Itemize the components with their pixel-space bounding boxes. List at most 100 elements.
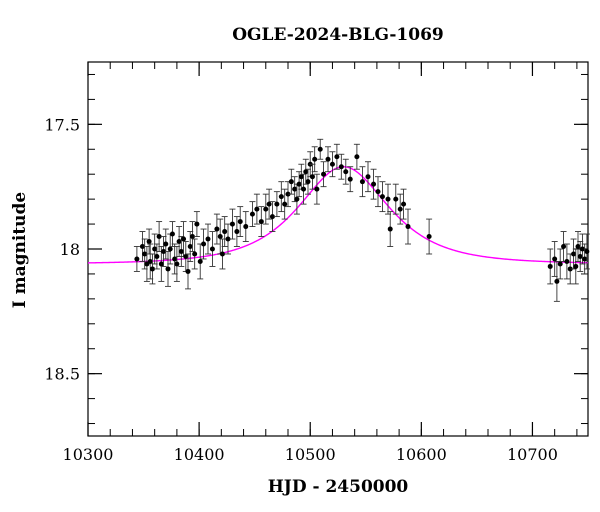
point-marker [401, 201, 407, 207]
point-marker [183, 253, 189, 259]
point-marker [552, 256, 558, 262]
model-curve [87, 166, 589, 264]
point-marker [269, 214, 275, 220]
point-marker [201, 241, 207, 247]
data-point [225, 223, 231, 255]
point-marker [169, 231, 175, 237]
data-point [338, 153, 345, 180]
point-marker [229, 221, 235, 227]
point-marker [243, 224, 249, 230]
point-marker [176, 239, 182, 245]
data-point [385, 183, 391, 215]
x-tick-label: 10400 [174, 445, 225, 464]
point-marker [579, 246, 585, 252]
point-marker [567, 266, 573, 272]
point-marker [258, 219, 264, 225]
point-marker [167, 246, 173, 252]
point-marker [573, 263, 579, 269]
data-point [266, 188, 273, 220]
data-point [426, 218, 433, 255]
point-marker [397, 206, 403, 212]
data-point [342, 158, 349, 185]
data-point [392, 183, 399, 215]
data-point [233, 216, 240, 247]
point-marker [134, 256, 140, 262]
point-marker [371, 181, 377, 187]
point-marker [575, 244, 581, 250]
point-marker [225, 236, 231, 242]
data-point [311, 146, 318, 173]
data-point [320, 161, 327, 188]
data-point [557, 248, 564, 280]
data-point [400, 188, 407, 220]
point-marker [312, 156, 318, 162]
data-point [165, 251, 171, 287]
y-tick-label: 18 [60, 240, 80, 259]
data-point [375, 176, 381, 208]
point-marker [192, 251, 198, 257]
data-point [209, 231, 216, 267]
data-point [333, 143, 340, 170]
point-marker [305, 179, 311, 185]
x-tick-label: 10500 [285, 445, 336, 464]
point-marker [334, 154, 340, 160]
data-point [563, 243, 570, 280]
point-marker [156, 234, 162, 240]
point-marker [274, 201, 280, 207]
point-marker [161, 248, 167, 254]
data-point [253, 193, 260, 225]
data-point [146, 228, 153, 255]
data-point [370, 168, 377, 200]
point-marker [189, 234, 195, 240]
data-point [262, 193, 269, 225]
point-marker [214, 226, 220, 232]
point-marker [146, 239, 152, 245]
point-marker [163, 241, 169, 247]
data-point [288, 168, 295, 195]
data-point [197, 243, 204, 280]
y-axis-ticks: 17.5 18 18.5 [44, 115, 588, 384]
point-marker [266, 201, 272, 207]
point-marker [149, 266, 155, 272]
data-point [151, 233, 158, 265]
data-point [329, 151, 336, 178]
point-marker [426, 234, 432, 240]
data-point [258, 206, 265, 237]
data-point [313, 173, 320, 205]
plot-frame [87, 61, 589, 437]
point-marker [185, 268, 191, 274]
data-point [169, 221, 176, 247]
chart-title: OGLE-2024-BLG-1069 [232, 25, 444, 45]
point-marker [343, 169, 349, 175]
point-marker [278, 194, 284, 200]
plot-border [87, 61, 589, 437]
x-tick-label: 10300 [63, 445, 114, 464]
point-marker [557, 261, 563, 267]
point-marker [152, 246, 158, 252]
data-points [133, 138, 590, 302]
data-point [547, 248, 554, 285]
point-marker [387, 226, 393, 232]
data-point [397, 193, 404, 225]
point-marker [354, 154, 360, 160]
point-marker [298, 174, 304, 180]
x-axis-label: HJD - 2450000 [268, 477, 409, 497]
data-point [302, 158, 309, 185]
point-marker [158, 261, 164, 267]
point-marker [142, 251, 148, 257]
data-point [387, 211, 394, 247]
point-marker [547, 263, 553, 269]
data-point [281, 188, 288, 220]
data-point [133, 246, 140, 272]
point-marker [154, 253, 160, 259]
x-tick-label: 10600 [396, 445, 447, 464]
data-point [325, 146, 331, 173]
point-marker [222, 229, 228, 235]
point-marker [219, 251, 225, 257]
data-point [583, 233, 590, 270]
data-point [213, 213, 220, 245]
point-marker [561, 244, 567, 250]
data-point [365, 161, 371, 193]
point-marker [217, 234, 223, 240]
